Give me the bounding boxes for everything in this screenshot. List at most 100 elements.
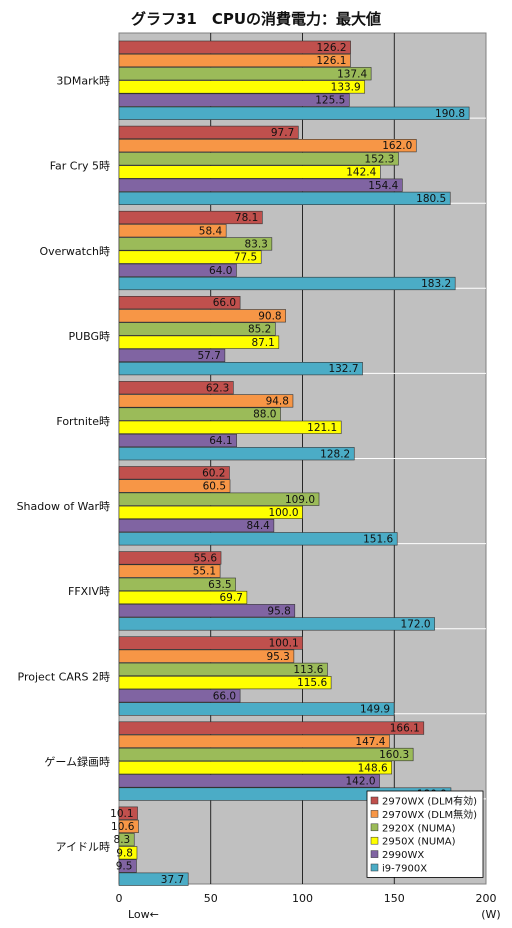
bar-6-4	[118, 361, 363, 376]
legend-swatch	[370, 850, 379, 858]
value-label: 60.2	[202, 467, 225, 479]
bar-2-10	[118, 819, 139, 833]
bar-3-9	[118, 747, 414, 762]
value-label: 180.5	[416, 193, 446, 205]
bar-3-6	[118, 492, 320, 506]
bar-3-2	[118, 152, 399, 166]
value-label: 94.8	[266, 396, 289, 408]
legend-label: 2970WX (DLM有効)	[382, 795, 477, 808]
value-label: 84.4	[246, 520, 270, 532]
bar-4-2	[118, 165, 381, 179]
value-label: 147.4	[355, 736, 385, 748]
x-tick-label-50: 50	[204, 892, 218, 905]
value-label: 83.3	[244, 239, 267, 251]
value-label: 9.5	[116, 861, 133, 873]
legend-label: 2950X (NUMA)	[382, 837, 456, 848]
bar-1-8	[118, 636, 303, 650]
bar-1-2	[118, 125, 299, 139]
x-tick-label-0: 0	[116, 892, 123, 905]
bar-4-3	[118, 250, 262, 264]
legend-swatch	[370, 810, 379, 818]
bar-4-8	[118, 675, 332, 690]
bar-1-9	[118, 721, 425, 735]
bar-2-3	[118, 224, 227, 238]
x-tick-labels-group: 0 50 100 150 200	[116, 892, 497, 905]
x-unit-label: (W)	[481, 908, 500, 921]
legend-swatch	[370, 823, 379, 832]
category-label: Far Cry 5時	[50, 160, 110, 173]
bar-1-7	[118, 551, 222, 565]
legend-swatch	[370, 836, 379, 845]
value-label: 183.2	[421, 278, 451, 290]
bar-2-7	[118, 564, 221, 578]
legend-label: 2990WX	[382, 850, 424, 861]
value-label: 142.0	[346, 776, 376, 788]
value-label: 126.2	[317, 42, 347, 54]
value-label: 55.1	[193, 566, 216, 578]
bar-1-4	[118, 295, 241, 310]
value-label: 85.2	[248, 324, 271, 336]
bar-5-6	[118, 518, 275, 533]
x-tick-label-200: 200	[476, 892, 497, 905]
legend-label: 2920X (NUMA)	[382, 823, 456, 834]
category-label: Shadow of War時	[17, 500, 110, 513]
bar-6-5	[118, 447, 355, 461]
bar-5-8	[118, 689, 241, 703]
bar-4-1	[118, 80, 366, 94]
value-label: 10.6	[111, 821, 135, 833]
value-label: 154.4	[368, 180, 398, 192]
bar-1-5	[118, 381, 234, 395]
low-note-label: Low←	[128, 908, 159, 921]
x-tick-label-150: 150	[384, 892, 405, 905]
bar-2-5	[118, 394, 294, 408]
value-label: 57.7	[197, 350, 220, 362]
category-label: FFXIV時	[68, 585, 110, 598]
category-label: Project CARS 2時	[18, 670, 110, 683]
value-label: 97.7	[271, 127, 294, 139]
bar-3-7	[118, 577, 236, 591]
bar-5-7	[118, 604, 296, 618]
value-label: 77.5	[234, 252, 257, 264]
value-label: 166.1	[390, 723, 420, 735]
value-label: 8.3	[114, 834, 131, 846]
value-label: 125.5	[315, 95, 345, 107]
bar-6-2	[118, 191, 451, 206]
value-label: 78.1	[235, 212, 258, 224]
value-label: 115.6	[297, 677, 327, 689]
bar-4-10	[118, 846, 138, 860]
bar-6-7	[118, 617, 435, 631]
category-label: Fortnite時	[56, 415, 110, 428]
bar-1-1	[118, 40, 351, 54]
value-label: 90.8	[258, 310, 281, 322]
bar-6-3	[118, 276, 456, 291]
value-label: 95.3	[266, 651, 289, 663]
bar-4-7	[118, 590, 248, 605]
value-label: 133.9	[331, 82, 361, 94]
bar-4-5	[118, 420, 342, 434]
value-label: 137.4	[337, 68, 367, 80]
x-tick-label-100: 100	[292, 892, 313, 905]
value-label: 113.6	[293, 664, 323, 676]
category-label: ゲーム録画時	[44, 754, 110, 768]
value-label: 63.5	[208, 579, 231, 591]
value-label: 69.7	[220, 592, 243, 604]
bar-2-9	[118, 734, 390, 748]
value-label: 62.3	[206, 382, 229, 394]
value-label: 160.3	[379, 749, 409, 761]
bar-6-10	[118, 872, 189, 886]
bar-1-3	[118, 210, 263, 225]
category-label: PUBG時	[68, 330, 110, 343]
value-label: 60.5	[203, 481, 226, 493]
bar-5-10	[118, 859, 137, 873]
category-label: Overwatch時	[39, 245, 110, 258]
bar-3-8	[118, 662, 328, 676]
value-label: 66.0	[213, 297, 236, 309]
category-label: アイドル時	[56, 841, 110, 854]
value-label: 88.0	[253, 409, 276, 421]
bar-3-5	[118, 407, 281, 421]
bar-2-1	[118, 53, 351, 68]
value-label: 128.2	[320, 448, 350, 460]
bar-1-6	[118, 466, 230, 480]
bar-3-4	[118, 322, 276, 336]
